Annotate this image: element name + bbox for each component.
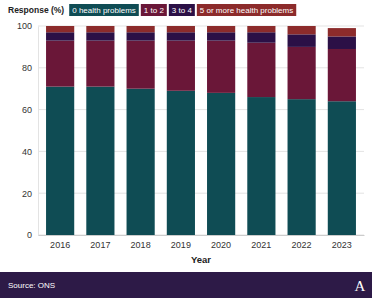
plot-area: 0 20 40 60 80 100 2016 2017 2018 2019 2020 2021 2022… (17, 21, 365, 250)
bar (288, 26, 316, 34)
bar (288, 47, 316, 99)
bar (46, 41, 74, 87)
grid (38, 26, 364, 235)
x-tick-label: 2020 (211, 240, 231, 250)
bar (328, 49, 356, 101)
y-tick: 100 (17, 21, 38, 31)
legend-item: 3 to 4 (169, 4, 195, 16)
bar (46, 32, 74, 40)
bar (86, 41, 114, 87)
bar (46, 87, 74, 235)
series (46, 32, 356, 49)
y-axis-title: Response (%) (8, 5, 64, 15)
legend-swatch (141, 4, 167, 16)
source: Source: ONS (8, 281, 55, 290)
bar (167, 32, 195, 40)
y-tick-label: 40 (22, 147, 32, 157)
bar (288, 99, 316, 235)
legend-item: 1 to 2 (141, 4, 167, 16)
y-tick: 60 (22, 105, 38, 115)
y-tick: 40 (22, 147, 38, 157)
y-axis-line (38, 27, 39, 236)
x-tick-label: 2018 (131, 240, 151, 250)
legend-label: 1 to 2 (144, 6, 165, 15)
legend-swatch (197, 4, 296, 16)
legend-swatch (169, 4, 195, 16)
bar (127, 32, 155, 40)
bar (207, 26, 235, 32)
x-tick: 2019 (171, 235, 191, 250)
legend-label: 3 to 4 (172, 6, 193, 15)
legend-item: 5 or more health problems (197, 4, 296, 16)
x-axis-line (39, 235, 365, 236)
bar (247, 32, 275, 42)
bar (46, 26, 74, 32)
series (46, 87, 356, 235)
bar (207, 32, 235, 40)
bar (247, 43, 275, 97)
x-tick-label: 2023 (332, 240, 352, 250)
footer-bar (0, 272, 372, 298)
bar (328, 28, 356, 36)
x-tick: 2023 (332, 235, 352, 250)
series (46, 26, 356, 36)
footer: Source: ONS A (0, 272, 372, 298)
legend-label: 0 health problems (72, 6, 136, 15)
bar (328, 36, 356, 49)
bar (127, 89, 155, 235)
bar (167, 41, 195, 91)
x-tick: 2018 (131, 235, 151, 250)
series (46, 41, 356, 102)
x-tick: 2022 (292, 235, 312, 250)
bar (288, 34, 316, 47)
bar (86, 32, 114, 40)
x-tick-label: 2021 (251, 240, 271, 250)
x-axis: 2016 2017 2018 2019 2020 2021 2022 2023 (39, 235, 365, 250)
legend-label: 5 or more health problems (200, 6, 293, 15)
bars (46, 26, 356, 235)
bar (247, 97, 275, 235)
x-axis-title: Year (191, 254, 211, 265)
bar (127, 41, 155, 89)
bar (167, 91, 195, 235)
y-tick-label: 80 (22, 63, 32, 73)
legend-item: 0 health problems (69, 4, 139, 16)
bar (207, 41, 235, 93)
y-tick-label: 0 (27, 230, 32, 240)
y-tick-label: 100 (17, 21, 32, 31)
x-tick-label: 2016 (50, 240, 70, 250)
y-axis: 0 20 40 60 80 100 (17, 21, 39, 240)
bar (247, 26, 275, 32)
x-tick: 2021 (251, 235, 271, 250)
legend: Response (%) 0 health problems 1 to 2 3 to … (8, 4, 296, 16)
x-tick: 2017 (90, 235, 110, 250)
y-tick: 80 (22, 63, 38, 73)
bar (328, 101, 356, 235)
x-tick-label: 2019 (171, 240, 191, 250)
bar (86, 87, 114, 235)
legend-swatch (69, 4, 139, 16)
bar (167, 26, 195, 32)
x-tick-label: 2017 (90, 240, 110, 250)
y-tick: 20 (22, 189, 38, 199)
y-tick-label: 20 (22, 189, 32, 199)
chart: 0 20 40 60 80 100 2016 2017 2018 2019 2020 2021 2022… (0, 0, 372, 298)
y-tick-label: 60 (22, 105, 32, 115)
x-tick: 2020 (211, 235, 231, 250)
x-tick: 2016 (50, 235, 70, 250)
bar (86, 26, 114, 32)
bar (207, 93, 235, 235)
bar (127, 26, 155, 32)
logo: A (355, 278, 366, 294)
x-tick-label: 2022 (292, 240, 312, 250)
y-tick: 0 (27, 230, 38, 240)
